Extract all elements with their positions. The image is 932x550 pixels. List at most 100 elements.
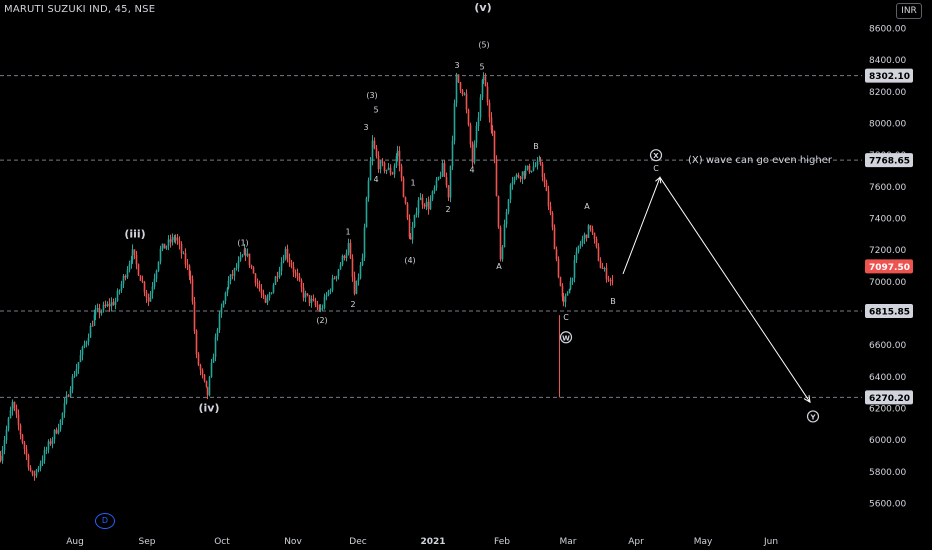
candle: [419, 193, 422, 201]
candle: [167, 235, 170, 251]
candle: [569, 277, 572, 291]
wave-label[interactable]: 4: [373, 175, 378, 184]
candle: [159, 245, 162, 265]
candle: [0, 450, 2, 463]
candle: [505, 208, 508, 228]
x-tick-label: Jun: [763, 537, 778, 547]
candle: [224, 291, 227, 305]
candle: [325, 291, 328, 301]
wave-label[interactable]: (v): [474, 1, 491, 14]
candle: [29, 465, 32, 472]
candle: [589, 225, 592, 232]
wave-label[interactable]: 2: [350, 300, 355, 309]
candle: [453, 99, 456, 145]
currency-badge[interactable]: INR: [896, 3, 922, 19]
candle: [270, 292, 273, 295]
wave-label[interactable]: (2): [316, 316, 327, 325]
candle: [222, 300, 225, 308]
wave-label[interactable]: A: [496, 262, 502, 271]
candle: [139, 275, 142, 281]
d-badge-icon[interactable]: D: [95, 513, 115, 529]
circled-wave-label[interactable]: W: [559, 331, 573, 344]
candle: [112, 298, 115, 306]
wave-label[interactable]: B: [610, 297, 616, 306]
candle: [106, 301, 109, 308]
wave-label[interactable]: (1): [237, 238, 248, 247]
candle: [133, 249, 136, 260]
candle: [116, 288, 119, 302]
wave-label[interactable]: (4): [404, 256, 415, 265]
candle: [51, 436, 54, 449]
symbol-title: MARUTI SUZUKI IND, 45, NSE: [4, 4, 156, 15]
circled-wave-label[interactable]: Y: [806, 410, 820, 423]
wave-label[interactable]: 5: [373, 105, 378, 114]
candle: [449, 165, 452, 203]
candle: [455, 72, 458, 107]
wave-label[interactable]: B: [533, 142, 539, 151]
wave-label[interactable]: 1: [345, 227, 350, 236]
candle: [201, 368, 204, 379]
wave-label[interactable]: (3): [366, 91, 377, 100]
candle: [511, 176, 514, 190]
candle: [184, 248, 187, 269]
annotation-text[interactable]: (X) wave can go even higher: [688, 155, 833, 166]
time-axis[interactable]: Aug Sep Oct Nov Dec 2021 Feb Mar Apr May Jun: [66, 537, 778, 547]
candle: [408, 214, 411, 239]
candle: [274, 275, 277, 286]
projection-path[interactable]: [622, 176, 811, 403]
candle: [77, 362, 80, 374]
wave-label[interactable]: 3: [363, 123, 368, 132]
wave-label[interactable]: 3: [454, 61, 459, 70]
y-tick-label: 5800.00: [869, 468, 906, 478]
candle: [220, 303, 223, 318]
wave-label[interactable]: 5: [479, 63, 484, 72]
candle: [272, 282, 275, 294]
candle: [288, 253, 291, 267]
price-axis[interactable]: 5600.00 5800.00 6000.00 6200.00 6400.00 6600.…: [865, 25, 913, 510]
candle: [174, 234, 177, 244]
candle: [210, 358, 213, 378]
wave-label[interactable]: (5): [478, 41, 489, 50]
candle: [131, 244, 134, 264]
candle: [532, 161, 535, 172]
candle: [31, 470, 34, 477]
candle: [128, 260, 131, 273]
wave-label[interactable]: 2: [445, 205, 450, 214]
candle: [39, 460, 42, 472]
candle: [553, 224, 556, 250]
candle: [199, 363, 202, 376]
candle: [195, 329, 198, 359]
y-tick-label: 5600.00: [869, 500, 906, 510]
svg-text:6815.85: 6815.85: [869, 307, 910, 317]
candle: [534, 162, 537, 168]
candle: [555, 246, 558, 262]
candle: [264, 294, 267, 304]
wave-label[interactable]: (iii): [124, 228, 145, 241]
candle: [141, 275, 144, 284]
candle: [5, 425, 8, 444]
candle: [465, 89, 468, 114]
candle: [605, 263, 608, 283]
candle: [96, 303, 99, 313]
candle: [389, 164, 392, 176]
candle: [591, 225, 594, 235]
wave-label[interactable]: 4: [469, 166, 474, 175]
circled-wave-label[interactable]: X: [649, 149, 663, 162]
candle: [130, 255, 133, 269]
candle: [91, 320, 94, 327]
wave-label[interactable]: 1: [410, 178, 415, 187]
wave-label[interactable]: C: [563, 313, 569, 322]
candle: [443, 160, 446, 178]
wave-label[interactable]: A: [584, 202, 590, 211]
candle: [55, 427, 58, 435]
candle: [145, 289, 148, 303]
candle: [441, 160, 444, 177]
wave-label[interactable]: C: [653, 164, 659, 173]
candle: [268, 291, 271, 301]
candle: [467, 108, 470, 127]
wave-label[interactable]: (iv): [199, 402, 220, 415]
candle: [266, 294, 269, 306]
candle: [155, 269, 158, 283]
candle: [398, 146, 401, 172]
